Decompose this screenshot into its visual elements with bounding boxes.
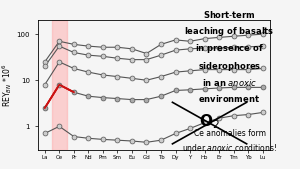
Text: Ce anomalies form
under $\it{anoxic}$ conditions!: Ce anomalies form under $\it{anoxic}$ co… bbox=[182, 129, 277, 153]
Text: $\bf{Short\text{-}term}$
$\bf{leaching\ of\ basalts}$
$\bf{in\ presence\ of}$
$\: $\bf{Short\text{-}term}$ $\bf{leaching\ … bbox=[184, 9, 275, 104]
Y-axis label: REY$_{BN}$ *10$^6$: REY$_{BN}$ *10$^6$ bbox=[0, 63, 14, 107]
Bar bbox=[52, 20, 67, 150]
